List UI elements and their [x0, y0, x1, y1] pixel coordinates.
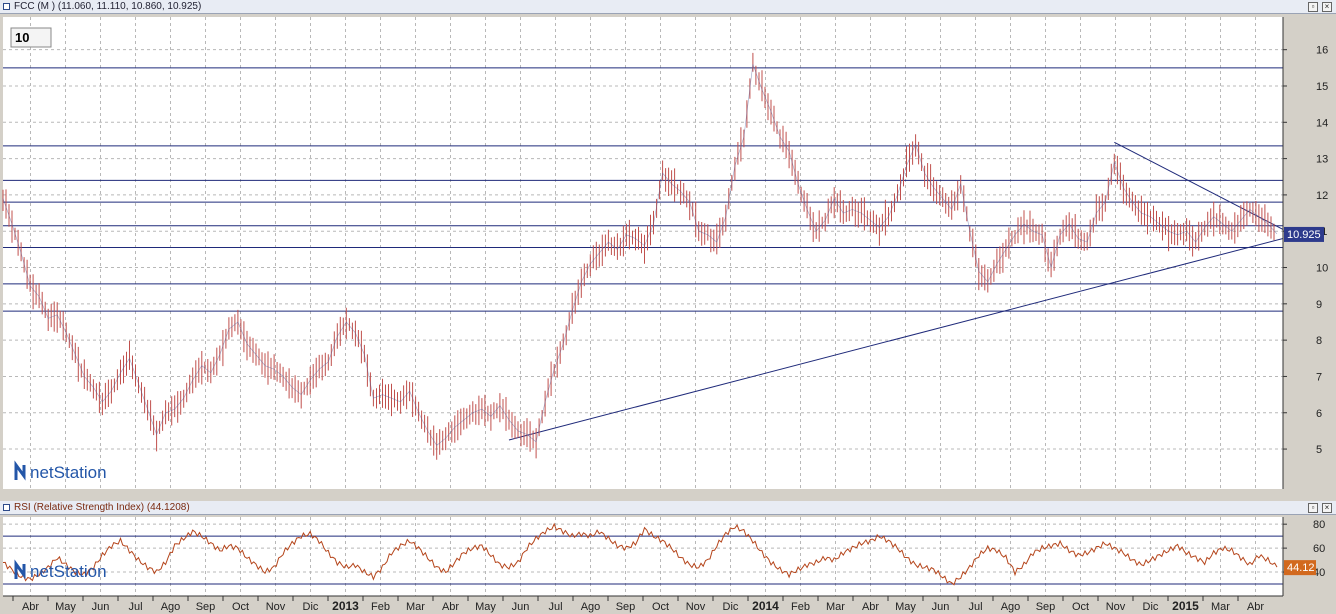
- price-y-tick-label: 9: [1316, 299, 1322, 311]
- last-price-badge: [1284, 226, 1324, 242]
- x-tick-label: May: [895, 601, 916, 613]
- x-tick-label: Mar: [826, 601, 845, 613]
- trendline: [1114, 141, 1284, 230]
- price-plot-area: [3, 17, 1283, 489]
- price-panel-header: FCC (M ) (11.060, 11.110, 10.860, 10.925…: [0, 0, 1336, 14]
- x-tick-label: May: [475, 601, 496, 613]
- x-tick-label: Jul: [548, 601, 562, 613]
- x-tick-label: Mar: [406, 601, 425, 613]
- x-tick-label: Oct: [652, 601, 669, 613]
- x-tick-label: Dic: [303, 601, 319, 613]
- panel-square-icon: [3, 3, 10, 10]
- x-tick-label: Jun: [512, 601, 530, 613]
- period-badge-box: [10, 27, 52, 48]
- x-tick-label: Sep: [196, 601, 216, 613]
- price-close-line: [2, 64, 1278, 446]
- x-tick-label: Dic: [1143, 601, 1159, 613]
- price-y-tick-label: 6: [1316, 408, 1322, 420]
- last-price-value: 10.925: [1287, 229, 1321, 241]
- x-tick-label: Abr: [862, 601, 879, 613]
- rsi-last-badge: [1284, 560, 1316, 576]
- rsi-line: [2, 522, 1278, 586]
- x-tick-label: Abr: [1247, 601, 1264, 613]
- netstation-logo-text: netStation: [30, 463, 107, 482]
- restore-window-icon[interactable]: ▫: [1308, 2, 1318, 12]
- x-tick-label: Jul: [968, 601, 982, 613]
- close-window-icon[interactable]: ×: [1322, 503, 1332, 513]
- price-y-tick-label: 8: [1316, 335, 1322, 347]
- x-tick-label: Feb: [371, 601, 390, 613]
- x-tick-label: May: [55, 601, 76, 613]
- price-panel-title: FCC (M ) (11.060, 11.110, 10.860, 10.925…: [14, 1, 202, 12]
- price-y-tick-label: 10: [1316, 263, 1328, 275]
- rsi-panel-title: RSI (Relative Strength Index) (44.1208): [14, 502, 190, 513]
- rsi-plot-area: [3, 517, 1283, 596]
- netstation-logo: netStation: [14, 460, 107, 482]
- x-tick-label: Dic: [723, 601, 739, 613]
- price-y-tick-label: 16: [1316, 45, 1328, 57]
- x-tick-label: Jul: [128, 601, 142, 613]
- x-tick-label: Oct: [1072, 601, 1089, 613]
- x-tick-label: Abr: [22, 601, 39, 613]
- netstation-logo: netStation: [14, 559, 107, 581]
- x-tick-label: Ago: [1001, 601, 1021, 613]
- x-tick-label: 2015: [1172, 599, 1199, 613]
- x-tick-label: Sep: [616, 601, 636, 613]
- trendline: [508, 237, 1284, 441]
- x-tick-label: Oct: [232, 601, 249, 613]
- x-tick-label: Nov: [266, 601, 286, 613]
- x-tick-label: Mar: [1211, 601, 1230, 613]
- x-tick-label: Nov: [686, 601, 706, 613]
- x-tick-label: Sep: [1036, 601, 1056, 613]
- price-y-tick-label: 15: [1316, 81, 1328, 93]
- rsi-y-tick-label: 40: [1313, 567, 1325, 579]
- netstation-logo-icon: [14, 460, 26, 481]
- rsi-chart: 40 60 80 netStation 44.12 Abr May Jun Jul Ago S…: [0, 515, 1336, 614]
- rsi-y-tick-label: 80: [1313, 519, 1325, 531]
- rsi-last-value: 44.12: [1287, 562, 1315, 574]
- panel-square-icon: [3, 504, 10, 511]
- price-y-tick-label: 5: [1316, 444, 1322, 456]
- rsi-panel-header: RSI (Relative Strength Index) (44.1208) …: [0, 501, 1336, 515]
- price-y-tick-label: 7: [1316, 371, 1322, 383]
- price-y-tick-label: 12: [1316, 190, 1328, 202]
- netstation-logo-icon: [14, 559, 26, 580]
- x-tick-label: Jun: [932, 601, 950, 613]
- price-chart: 5678910111213141516 10 netStation 10.925: [0, 14, 1336, 496]
- restore-window-icon[interactable]: ▫: [1308, 503, 1318, 513]
- x-tick-label: Nov: [1106, 601, 1126, 613]
- close-window-icon[interactable]: ×: [1322, 2, 1332, 12]
- x-tick-label: Ago: [581, 601, 601, 613]
- x-tick-label: Jun: [92, 601, 110, 613]
- x-tick-label: 2014: [752, 599, 779, 613]
- x-tick-label: 2013: [332, 599, 359, 613]
- x-tick-label: Feb: [791, 601, 810, 613]
- x-tick-label: Abr: [442, 601, 459, 613]
- rsi-y-tick-label: 60: [1313, 543, 1325, 555]
- price-y-tick-label: 13: [1316, 154, 1328, 166]
- period-badge: 10: [15, 30, 29, 45]
- x-tick-label: Ago: [161, 601, 181, 613]
- netstation-logo-text: netStation: [30, 562, 107, 581]
- price-y-tick-label: 14: [1316, 117, 1328, 129]
